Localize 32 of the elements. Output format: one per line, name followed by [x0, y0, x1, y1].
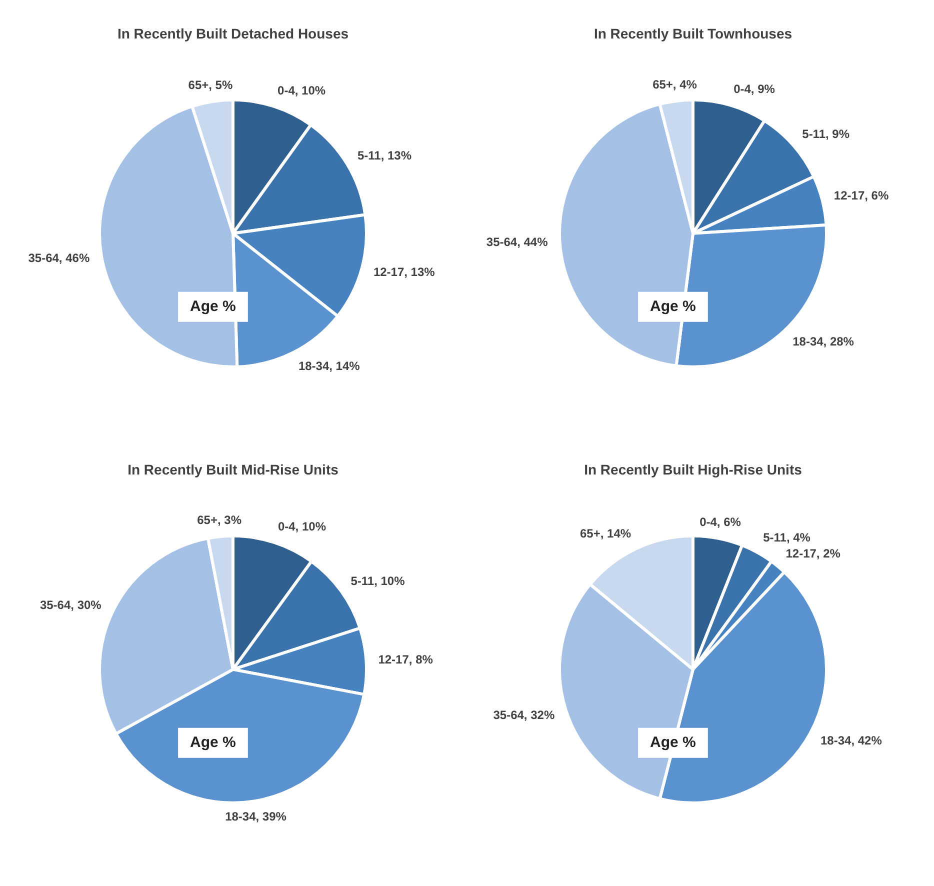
slice-label: 0-4, 6%	[700, 514, 742, 529]
slice-label: 12-17, 6%	[834, 188, 889, 203]
slice-label: 18-34, 39%	[225, 809, 287, 824]
slice-label: 5-11, 9%	[802, 126, 850, 141]
slice-label: 65+, 5%	[188, 78, 233, 92]
slice-label: 12-17, 2%	[786, 546, 841, 561]
slice-label: 5-11, 4%	[763, 530, 811, 545]
slice-label: 12-17, 8%	[378, 652, 434, 666]
text: Age %	[190, 734, 236, 751]
text: Age %	[190, 298, 236, 315]
slice-label: 18-34, 42%	[820, 734, 882, 748]
chart-title: In Recently Built Townhouses	[594, 25, 792, 42]
slice-label: 65+, 4%	[652, 77, 698, 92]
text: Age %	[650, 734, 696, 751]
slice-label: 35-64, 30%	[40, 598, 102, 612]
slice-label: 5-11, 10%	[350, 574, 406, 588]
slice-label: 0-4, 10%	[278, 520, 326, 534]
slice-label: 35-64, 44%	[486, 235, 548, 250]
slice-label: 35-64, 32%	[493, 708, 555, 722]
chart-title: In Recently Built Detached Houses	[117, 25, 349, 42]
slice-label: 35-64, 46%	[28, 251, 90, 266]
slice-label: 5-11, 13%	[357, 148, 412, 162]
text: Age %	[650, 298, 696, 315]
slice-label: 0-4, 10%	[278, 83, 326, 98]
chart-title: In Recently Built Mid-Rise Units	[128, 461, 339, 478]
slice-label: 18-34, 28%	[792, 334, 854, 349]
chart-title: In Recently Built High-Rise Units	[584, 461, 802, 478]
slice-label: 65+, 14%	[580, 526, 632, 540]
slice-label: 0-4, 9%	[734, 82, 776, 96]
slice-label: 18-34, 14%	[298, 359, 360, 374]
slice-label: 12-17, 13%	[373, 264, 436, 279]
slice-label: 65+, 3%	[197, 512, 242, 527]
